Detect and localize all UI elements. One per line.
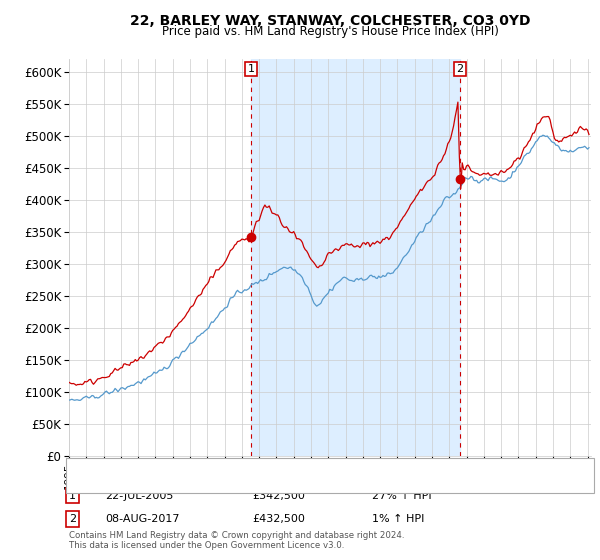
Text: 27% ↑ HPI: 27% ↑ HPI <box>372 491 431 501</box>
Text: £432,500: £432,500 <box>252 514 305 524</box>
Text: Contains HM Land Registry data © Crown copyright and database right 2024.
This d: Contains HM Land Registry data © Crown c… <box>69 530 404 550</box>
Text: 2: 2 <box>69 514 76 524</box>
Text: £342,500: £342,500 <box>252 491 305 501</box>
Text: 22-JUL-2005: 22-JUL-2005 <box>105 491 173 501</box>
Text: 22, BARLEY WAY, STANWAY, COLCHESTER, CO3 0YD (detached house): 22, BARLEY WAY, STANWAY, COLCHESTER, CO3… <box>114 463 479 473</box>
Text: HPI: Average price, detached house, Colchester: HPI: Average price, detached house, Colc… <box>114 477 363 487</box>
Text: Price paid vs. HM Land Registry's House Price Index (HPI): Price paid vs. HM Land Registry's House … <box>161 25 499 38</box>
FancyBboxPatch shape <box>245 62 257 76</box>
FancyBboxPatch shape <box>454 62 466 76</box>
Text: 1% ↑ HPI: 1% ↑ HPI <box>372 514 424 524</box>
Text: 1: 1 <box>248 64 255 74</box>
Text: 08-AUG-2017: 08-AUG-2017 <box>105 514 179 524</box>
Text: 22, BARLEY WAY, STANWAY, COLCHESTER, CO3 0YD: 22, BARLEY WAY, STANWAY, COLCHESTER, CO3… <box>130 14 530 28</box>
Text: 2: 2 <box>456 64 463 74</box>
Text: 1: 1 <box>69 491 76 501</box>
Bar <box>251 59 460 456</box>
